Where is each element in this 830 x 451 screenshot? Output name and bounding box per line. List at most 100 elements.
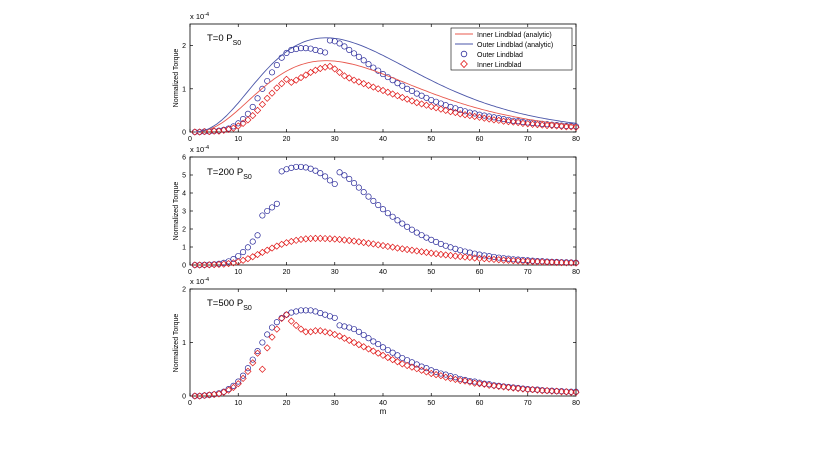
inner-lindblad-point [442,251,450,259]
y-axis-label: Normalized Torque [173,182,180,241]
inner-lindblad-point [562,388,570,396]
inner-lindblad-point [509,384,517,392]
panel-title: T=0 PS0 [207,33,241,47]
outer-lindblad-point [273,319,280,326]
outer-lindblad-point [240,248,247,256]
inner-lindblad-point [437,105,445,113]
outer-lindblad-point [259,85,266,92]
x-tick-label: 10 [234,136,242,143]
inner-lindblad-point [191,128,199,136]
inner-lindblad-point [480,380,488,388]
inner-lindblad-point [389,243,397,251]
inner-lindblad-point [524,257,532,265]
inner-lindblad-point [533,386,541,394]
outer-lindblad-point [322,173,329,180]
outer-lindblad-point [244,244,251,251]
x-tick-label: 10 [234,400,242,407]
inner-lindblad-point [418,100,426,108]
inner-lindblad-point [364,239,373,247]
y-exponent-label: x 10-4 [190,12,209,21]
inner-lindblad-point [519,385,527,393]
outer-lindblad-point [230,123,237,130]
inner-lindblad-point [543,121,551,130]
inner-lindblad-point [495,116,503,124]
y-axis-label: Normalized Torque [173,49,180,108]
inner-lindblad-point [379,351,387,359]
outer-lindblad-point [268,324,276,331]
inner-lindblad-point [258,365,266,373]
inner-lindblad-point [422,248,431,256]
inner-lindblad-point [335,332,344,340]
outer-lindblad-point [341,172,348,179]
x-tick-label: 20 [283,269,291,276]
inner-lindblad-point [408,363,416,371]
inner-lindblad-point [369,240,377,248]
inner-lindblad-point [374,85,382,93]
inner-lindblad-point [451,252,459,260]
outer-lindblad-point [384,346,391,354]
inner-lindblad-point [345,336,353,344]
outer-lindblad-point [399,220,406,227]
inner-lindblad-point [442,106,450,114]
inner-lindblad-point [326,62,334,70]
outer-lindblad-point [495,254,502,261]
y-tick-label: 0 [182,394,186,401]
outer-lindblad-point [500,255,507,262]
inner-lindblad-point [229,383,238,392]
y-exponent-label: x 10-4 [190,277,209,286]
panel-t0: x 10-4 T=0 PS0 Normalized Torque 0 10 20 30… [173,12,580,143]
outer-lindblad-point [350,50,358,57]
inner-lindblad-point [297,73,305,82]
outer-lindblad-point [297,307,305,314]
inner-lindblad-point [340,72,348,80]
inner-lindblad-point [350,237,358,245]
outer-lindblad-point [379,344,387,351]
inner-lindblad-point [403,245,411,254]
inner-lindblad-point [475,113,484,121]
outer-lindblad-point [413,229,420,236]
inner-lindblad-point [321,234,329,243]
y-tick-label: 0 [182,263,186,270]
inner-lindblad-point [331,235,339,243]
outer-lindblad-point [360,189,367,196]
inner-lindblad-point [432,250,440,258]
inner-lindblad-point [509,257,517,265]
outer-lindblad-point [394,352,401,359]
inner-lindblad-point [461,377,469,385]
inner-lindblad-point [538,258,546,266]
inner-lindblad-point [480,114,488,122]
x-tick-label: 0 [188,269,192,276]
inner-lindblad-point [403,95,411,103]
inner-lindblad-point [413,99,421,107]
inner-lindblad-point [355,238,363,246]
inner-lindblad-point [500,383,508,391]
inner-lindblad-point [253,106,262,114]
inner-lindblad-point [244,255,252,263]
inner-lindblad-point [456,376,464,385]
x-tick-label: 40 [379,400,387,407]
outer-lindblad-point [254,95,261,102]
inner-lindblad-point [345,236,353,245]
panel-t200: x 10-4 T=200 PS0 Normalized Torque 0 10 20… [173,145,580,276]
outer-lindblad-point [297,163,305,170]
inner-lindblad-point [504,383,513,392]
inner-lindblad-point [278,314,286,323]
x-tick-label: 70 [524,400,532,407]
inner-lindblad-point [335,235,344,244]
inner-lindblad-point [340,334,348,342]
inner-lindblad-point [427,249,435,257]
outer-lindblad-point [360,57,367,64]
outer-lindblad-point [331,180,338,188]
x-tick-label: 60 [476,400,484,407]
outer-lindblad-point [254,232,261,239]
x-axis-label: m [380,407,387,416]
inner-lindblad-point [504,256,513,264]
inner-lindblad-point [514,384,522,393]
inner-lindblad-point [379,86,387,95]
inner-lindblad-point [249,359,257,367]
legend-label-outer: Outer Lindblad [477,52,523,59]
inner-lindblad-point [249,253,257,261]
outer-lindblad-point [466,109,473,116]
outer-lindblad-point [519,119,526,126]
inner-lindblad-point [471,254,479,262]
